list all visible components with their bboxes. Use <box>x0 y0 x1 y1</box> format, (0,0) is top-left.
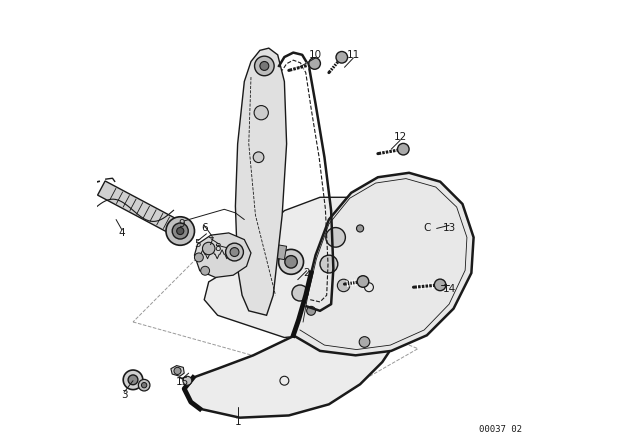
Circle shape <box>309 58 321 69</box>
Text: 9: 9 <box>179 219 186 229</box>
Circle shape <box>326 228 346 247</box>
Circle shape <box>359 336 370 347</box>
Circle shape <box>202 242 215 255</box>
Text: 7: 7 <box>207 237 214 247</box>
Text: 11: 11 <box>347 50 360 60</box>
Text: 3: 3 <box>121 390 127 401</box>
Circle shape <box>138 379 150 391</box>
Text: 8: 8 <box>214 243 221 254</box>
Polygon shape <box>195 233 251 277</box>
Circle shape <box>183 376 192 385</box>
Polygon shape <box>184 249 409 418</box>
Circle shape <box>230 248 239 257</box>
Circle shape <box>337 279 350 292</box>
Circle shape <box>195 253 204 262</box>
Circle shape <box>172 223 188 239</box>
Text: 00037 02: 00037 02 <box>479 425 522 434</box>
Circle shape <box>166 217 195 245</box>
Text: 12: 12 <box>394 132 407 142</box>
Circle shape <box>307 306 316 315</box>
Circle shape <box>141 383 147 388</box>
Circle shape <box>278 250 303 274</box>
Polygon shape <box>293 173 474 355</box>
Circle shape <box>128 375 138 385</box>
Polygon shape <box>204 197 391 337</box>
Circle shape <box>260 61 269 70</box>
Text: 2: 2 <box>303 268 310 278</box>
Circle shape <box>336 52 348 63</box>
Text: 15: 15 <box>175 377 189 387</box>
Circle shape <box>435 279 446 291</box>
Text: 13: 13 <box>442 224 456 233</box>
Circle shape <box>201 266 209 275</box>
Polygon shape <box>236 48 287 315</box>
Text: 1: 1 <box>234 417 241 427</box>
Circle shape <box>254 106 268 120</box>
Circle shape <box>397 143 409 155</box>
Text: C: C <box>423 224 431 233</box>
Circle shape <box>320 255 338 273</box>
Circle shape <box>253 152 264 163</box>
Circle shape <box>356 225 364 232</box>
Polygon shape <box>171 366 184 376</box>
Circle shape <box>292 285 308 301</box>
Text: 5: 5 <box>195 239 201 249</box>
Circle shape <box>226 243 243 261</box>
Circle shape <box>255 56 274 76</box>
Circle shape <box>177 228 184 235</box>
Text: 6: 6 <box>201 224 207 233</box>
Circle shape <box>174 367 181 375</box>
Circle shape <box>124 370 143 390</box>
Text: 10: 10 <box>309 50 322 60</box>
Polygon shape <box>97 181 182 236</box>
Text: 14: 14 <box>442 284 456 293</box>
Text: 4: 4 <box>118 228 125 238</box>
Polygon shape <box>258 242 287 260</box>
Circle shape <box>285 256 298 268</box>
Circle shape <box>357 276 369 287</box>
